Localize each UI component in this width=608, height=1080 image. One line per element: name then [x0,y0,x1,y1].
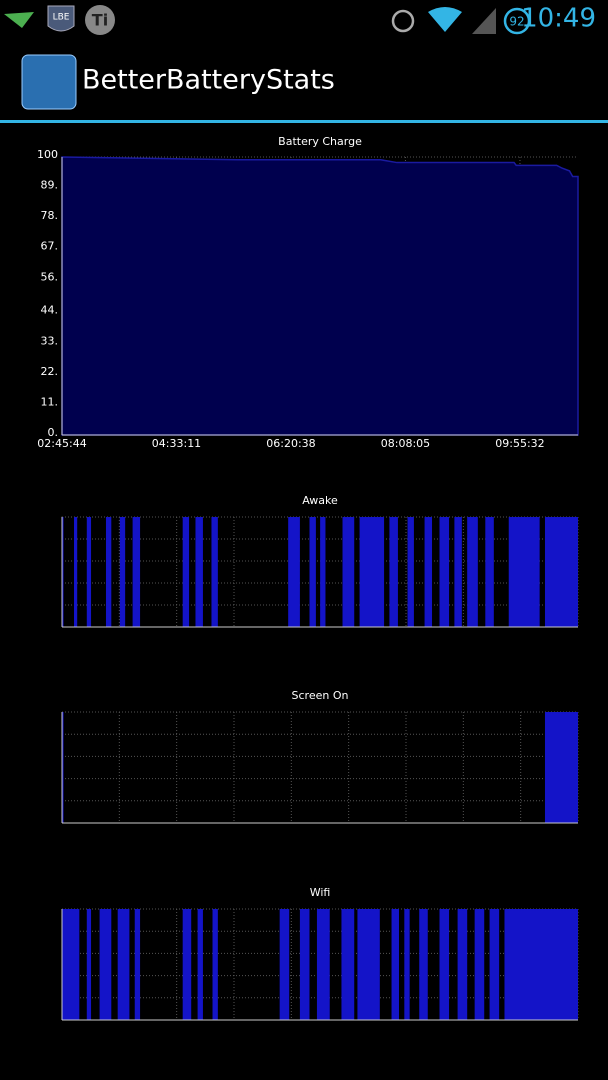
interval-bar [182,517,190,627]
interval-bar [62,517,64,627]
lbe-icon [47,5,75,32]
battery-level: 92 [509,15,524,29]
chart-title: Screen On [292,689,349,702]
interval-bar [357,909,380,1020]
chart-title: Awake [302,494,338,507]
y-tick-label: 11. [41,395,59,408]
interval-bar [439,517,450,627]
interval-bar [86,909,92,1020]
clock: 10:49 [521,4,596,34]
y-tick-label: 89. [41,179,59,192]
interval-bar [195,517,203,627]
interval-bar [279,909,290,1020]
x-tick-label: 06:20:38 [266,437,315,450]
x-tick-label: 09:55:32 [495,437,544,450]
interval-bar [105,517,112,627]
app-title: BetterBatteryStats [82,65,335,96]
interval-bar [320,517,326,627]
interval-bar [342,517,355,627]
battery-area [61,156,579,436]
interval-bar [62,909,80,1020]
lbe-label: LBE [53,13,70,23]
interval-bar [454,517,462,627]
chart-title: Wifi [310,886,331,899]
interval-bar [419,909,428,1020]
wifi-icon [428,7,462,32]
y-tick-label: 22. [41,365,59,378]
interval-bar [299,909,310,1020]
x-tick-label: 02:45:44 [37,437,86,450]
plot-border [61,711,579,824]
alarm-icon [391,9,415,33]
chart-title: Battery Charge [278,135,362,148]
interval-bar [407,517,414,627]
interval-bar [309,517,316,627]
interval-bar [404,909,410,1020]
interval-bar [439,909,450,1020]
interval-bar [341,909,355,1020]
interval-bar [391,909,399,1020]
interval-bar [359,517,385,627]
ti-icon [85,5,115,35]
interval-bar [182,909,192,1020]
x-tick-label: 08:08:05 [381,437,430,450]
battery-icon [503,7,531,35]
title-divider [0,120,608,123]
interval-bar [211,517,218,627]
interval-bar [544,517,578,627]
y-tick-label: 100 [37,148,58,161]
interval-bar [474,909,485,1020]
interval-bar [504,909,578,1020]
y-tick-label: 78. [41,209,59,222]
y-tick-label: 67. [41,240,59,253]
interval-bar [132,517,141,627]
interval-bar [117,909,130,1020]
interval-bar [62,712,64,823]
interval-bar [457,909,468,1020]
interval-bar [485,517,494,627]
app-icon [21,54,77,110]
notification-icon [4,12,34,28]
interval-bar [197,909,203,1020]
interval-bar [544,712,578,823]
interval-bar [467,517,478,627]
interval-bar [316,909,330,1020]
ti-label: Ti [92,11,108,30]
interval-bar [74,517,78,627]
y-tick-label: 33. [41,334,59,347]
interval-bar [134,909,141,1020]
y-tick-label: 0. [48,426,59,439]
y-tick-label: 44. [41,304,59,317]
interval-bar [424,517,433,627]
x-tick-label: 04:33:11 [152,437,201,450]
interval-bar [288,517,300,627]
interval-bar [86,517,92,627]
interval-bar [489,909,500,1020]
interval-bar [212,909,218,1020]
interval-bar [389,517,398,627]
y-tick-label: 56. [41,270,59,283]
interval-bar [99,909,112,1020]
interval-bar [508,517,540,627]
interval-bar [119,517,126,627]
signal-icon [472,8,496,34]
